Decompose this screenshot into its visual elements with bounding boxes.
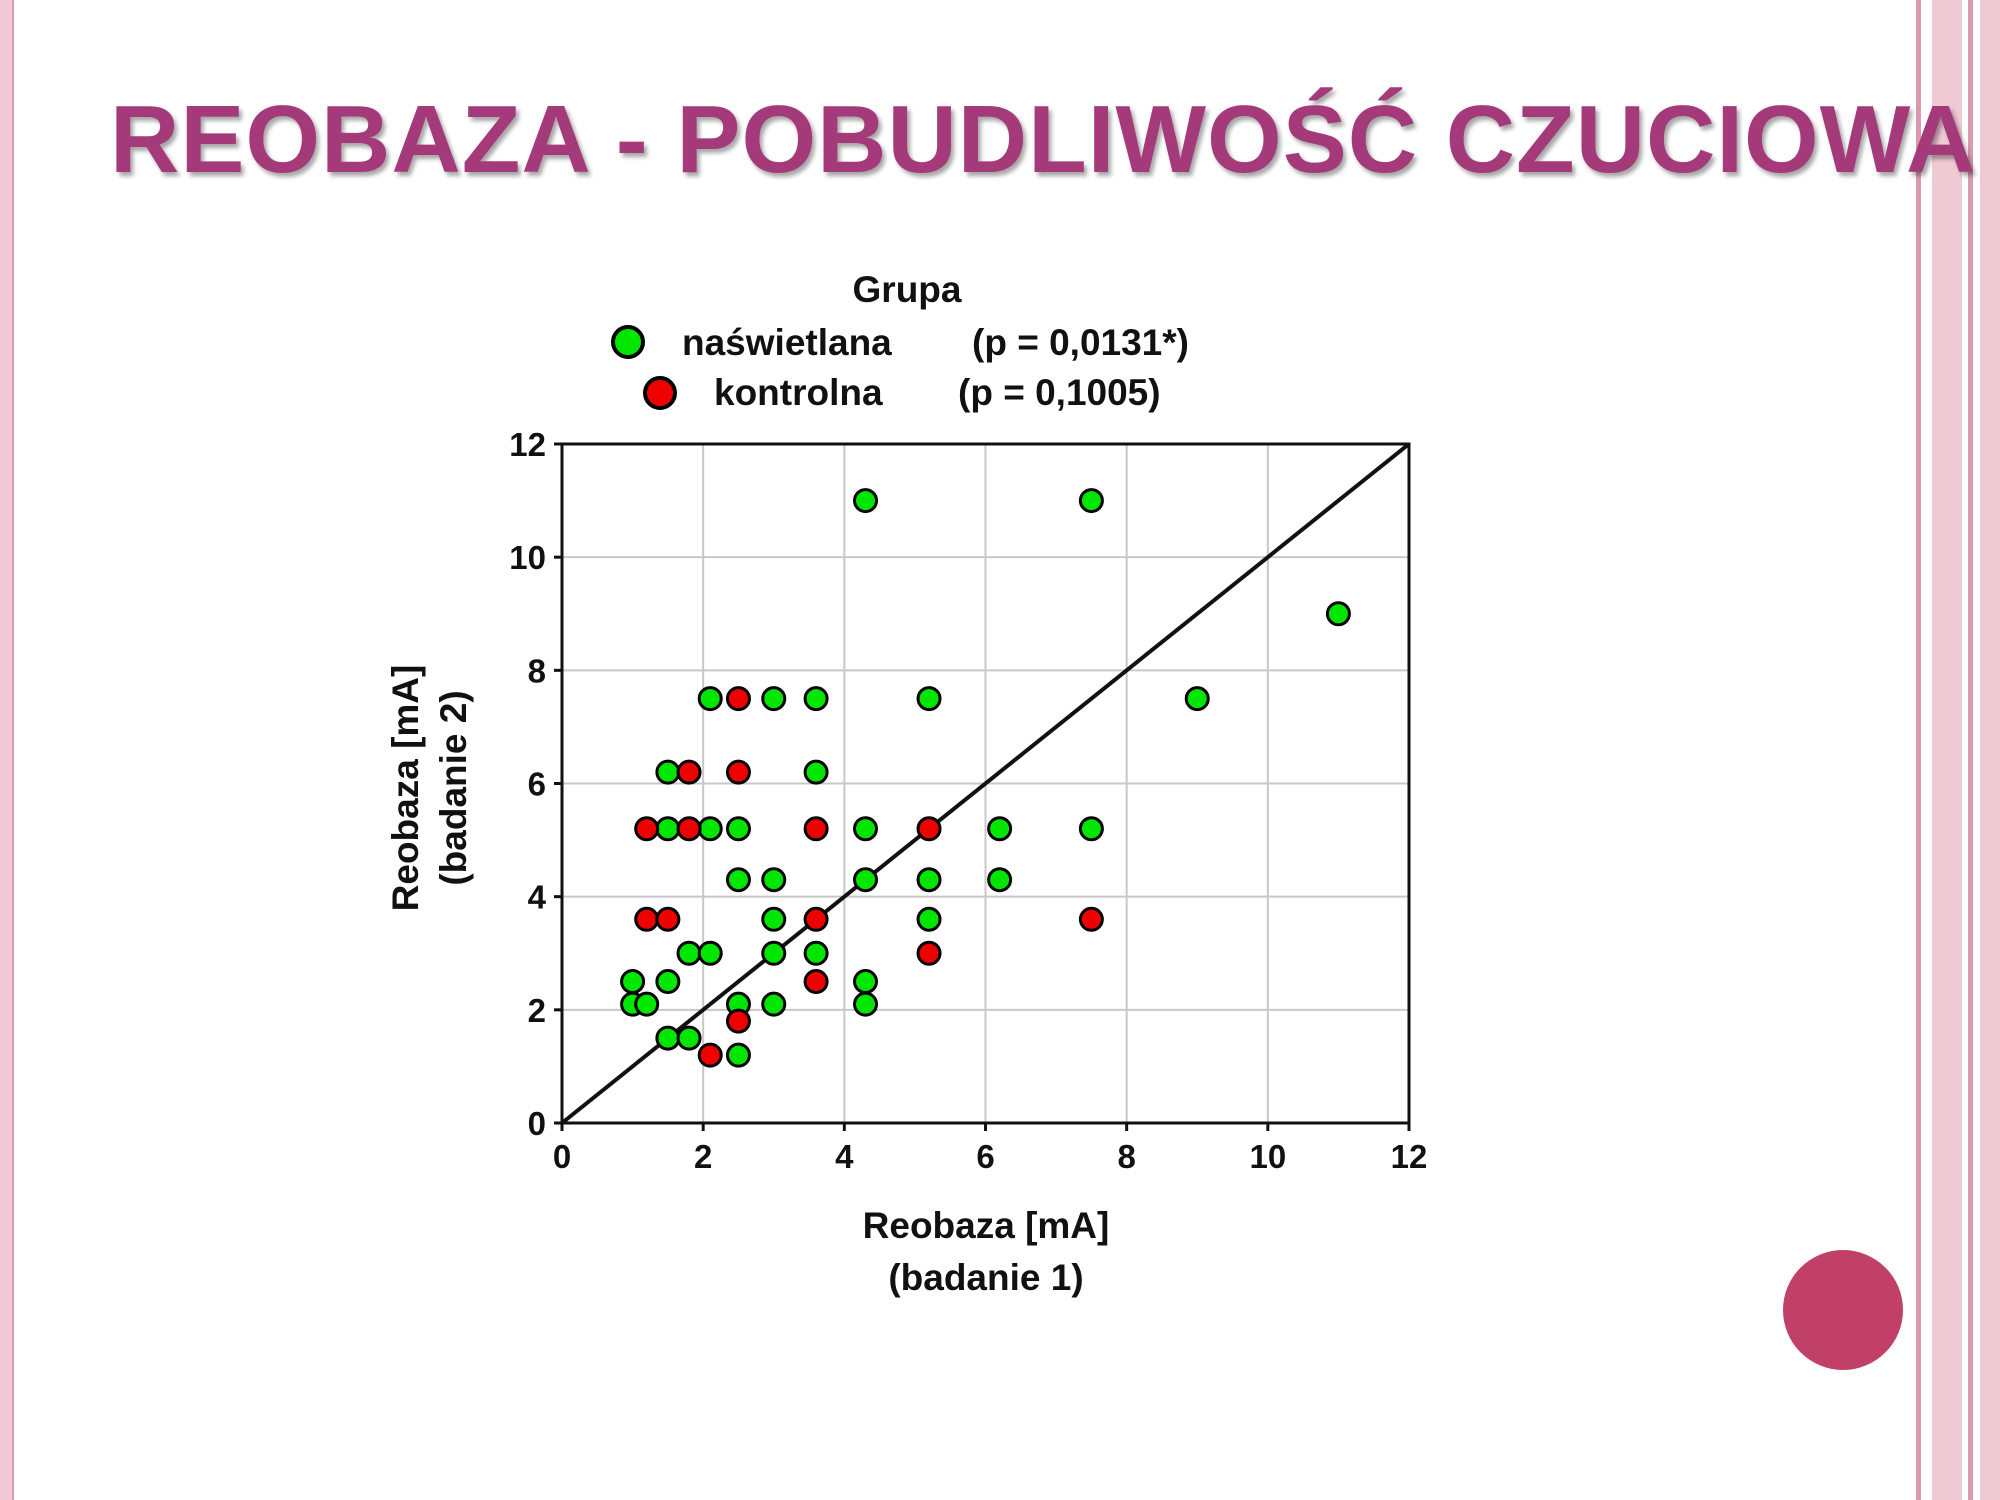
data-point-naswietlana <box>676 940 702 966</box>
identity-line <box>560 442 1411 1125</box>
data-point-naswietlana <box>634 991 660 1017</box>
data-point-naswietlana <box>761 991 787 1017</box>
legend-title: Grupa <box>853 269 962 310</box>
legend-stat-kontrolna: (p = 0,1005) <box>958 372 1161 413</box>
data-point-kontrolna <box>634 816 660 842</box>
data-point-naswietlana <box>655 1025 681 1051</box>
data-point-naswietlana <box>761 940 787 966</box>
data-point-naswietlana <box>853 867 879 893</box>
y-tick-label: 10 <box>509 539 546 576</box>
slide-frame-left <box>0 0 14 1500</box>
data-point-naswietlana <box>853 816 879 842</box>
data-point-naswietlana <box>697 686 723 712</box>
y-tick-label: 8 <box>528 652 546 689</box>
legend-marker-naswietlana <box>611 325 645 359</box>
legend-stat-naswietlana: (p = 0,0131*) <box>972 322 1189 363</box>
data-point-kontrolna <box>697 1042 723 1068</box>
x-tick-label: 2 <box>694 1138 712 1175</box>
legend-marker-kontrolna <box>643 376 677 410</box>
data-point-kontrolna <box>725 759 751 785</box>
y-tick-label: 12 <box>509 426 546 463</box>
data-point-naswietlana <box>1078 816 1104 842</box>
reference-line-layer <box>560 442 1411 1125</box>
data-point-naswietlana <box>655 759 681 785</box>
data-point-naswietlana <box>761 686 787 712</box>
data-point-naswietlana <box>987 867 1013 893</box>
legend-label-naswietlana: naświetlana <box>682 322 892 363</box>
data-point-kontrolna <box>634 906 660 932</box>
y-axis-label-line1: Reobaza [mA] <box>385 665 426 912</box>
data-point-naswietlana <box>697 940 723 966</box>
data-point-naswietlana <box>620 969 646 995</box>
axes: 0 2 4 6 8 10 12 0 2 4 6 8 10 12 <box>509 426 1427 1175</box>
data-point-naswietlana <box>803 759 829 785</box>
y-tick-label: 6 <box>528 766 546 803</box>
data-point-naswietlana <box>803 940 829 966</box>
data-point-naswietlana <box>676 1025 702 1051</box>
data-point-naswietlana <box>761 906 787 932</box>
data-point-kontrolna <box>916 940 942 966</box>
y-axis-label-line2: (badanie 2) <box>433 690 474 885</box>
data-point-kontrolna <box>1078 906 1104 932</box>
data-point-naswietlana <box>853 969 879 995</box>
x-axis-label-line1: Reobaza [mA] <box>863 1205 1110 1246</box>
data-point-naswietlana <box>853 991 879 1017</box>
data-point-naswietlana <box>916 686 942 712</box>
x-tick-label: 12 <box>1391 1138 1428 1175</box>
data-point-kontrolna <box>655 906 681 932</box>
frame-stripe <box>1916 0 1921 1500</box>
x-axis-label-line2: (badanie 1) <box>888 1257 1083 1298</box>
data-point-naswietlana <box>916 906 942 932</box>
data-point-naswietlana <box>1325 601 1351 627</box>
data-point-naswietlana <box>916 867 942 893</box>
data-points <box>620 488 1351 1068</box>
frame-stripe <box>1968 0 1973 1500</box>
data-point-naswietlana <box>803 686 829 712</box>
decorative-circle <box>1783 1250 1903 1370</box>
y-tick-label: 0 <box>528 1105 546 1142</box>
data-point-naswietlana <box>725 816 751 842</box>
data-point-naswietlana <box>697 816 723 842</box>
data-point-naswietlana <box>853 488 879 514</box>
x-tick-label: 4 <box>835 1138 854 1175</box>
frame-stripe <box>1932 0 1962 1500</box>
data-point-naswietlana <box>725 867 751 893</box>
data-point-kontrolna <box>676 816 702 842</box>
slide-frame-right <box>1910 0 2000 1500</box>
data-point-kontrolna <box>676 759 702 785</box>
data-point-naswietlana <box>655 816 681 842</box>
data-point-naswietlana <box>1184 686 1210 712</box>
data-point-naswietlana <box>761 867 787 893</box>
data-point-naswietlana <box>1078 488 1104 514</box>
data-point-naswietlana <box>725 1042 751 1068</box>
data-point-kontrolna <box>803 816 829 842</box>
y-tick-label: 2 <box>528 992 546 1029</box>
frame-stripe <box>1980 0 2000 1500</box>
data-point-naswietlana <box>655 969 681 995</box>
data-point-kontrolna <box>803 969 829 995</box>
x-tick-label: 8 <box>1117 1138 1135 1175</box>
x-tick-label: 0 <box>553 1138 571 1175</box>
data-point-naswietlana <box>987 816 1013 842</box>
x-tick-label: 6 <box>976 1138 994 1175</box>
x-tick-label: 10 <box>1249 1138 1286 1175</box>
data-point-kontrolna <box>803 906 829 932</box>
legend-label-kontrolna: kontrolna <box>714 372 883 413</box>
data-point-kontrolna <box>725 686 751 712</box>
data-point-kontrolna <box>916 816 942 842</box>
data-point-kontrolna <box>725 1008 751 1034</box>
slide-title: REOBAZA - POBUDLIWOŚĆ CZUCIOWA <box>110 86 1977 193</box>
y-tick-label: 4 <box>528 879 547 916</box>
